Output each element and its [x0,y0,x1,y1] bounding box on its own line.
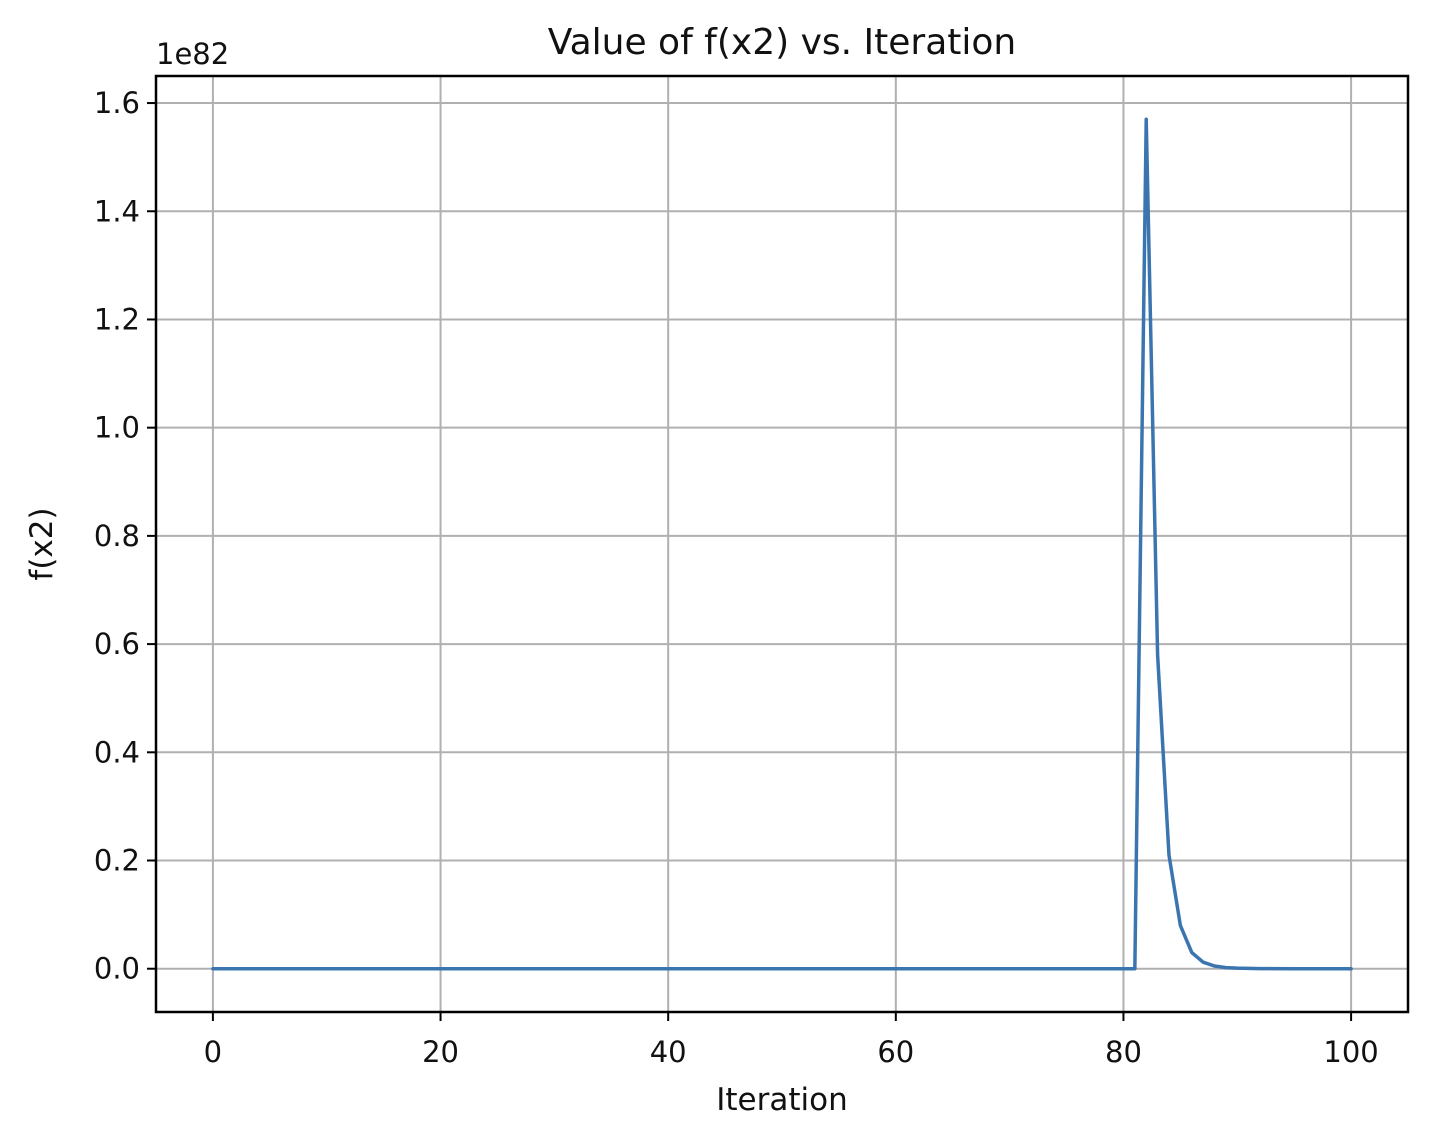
y-tick-label: 0.2 [94,844,140,878]
x-tick-label: 60 [877,1035,914,1069]
y-tick-label: 1.0 [94,411,140,445]
y-axis-offset-label: 1e82 [156,37,229,71]
chart-title: Value of f(x2) vs. Iteration [548,22,1017,63]
series-layer [211,117,1353,971]
y-axis-label: f(x2) [24,507,60,580]
y-tick-label: 0.4 [94,735,140,769]
x-tick-label: 100 [1323,1035,1378,1069]
x-tick-label: 80 [1105,1035,1142,1069]
plot-frame [154,74,1410,1014]
x-tick-label: 20 [422,1035,459,1069]
x-axis-ticks: 0 20 40 60 80 100 [204,1012,1379,1069]
x-tick-label: 40 [650,1035,687,1069]
x-axis-label: Iteration [716,1082,848,1118]
y-tick-label: 1.6 [94,86,140,120]
y-tick-label: 0.6 [94,627,140,661]
y-axis-ticks: 0.0 0.2 0.4 0.6 0.8 1.0 1.2 1.4 1.6 [94,86,156,986]
y-tick-label: 0.0 [94,952,140,986]
y-tick-label: 1.4 [94,194,140,228]
grid [156,76,1408,1012]
x-tick-label: 0 [204,1035,222,1069]
y-tick-label: 1.2 [94,302,140,336]
y-tick-label: 0.8 [94,519,140,553]
series-line [211,117,1353,971]
